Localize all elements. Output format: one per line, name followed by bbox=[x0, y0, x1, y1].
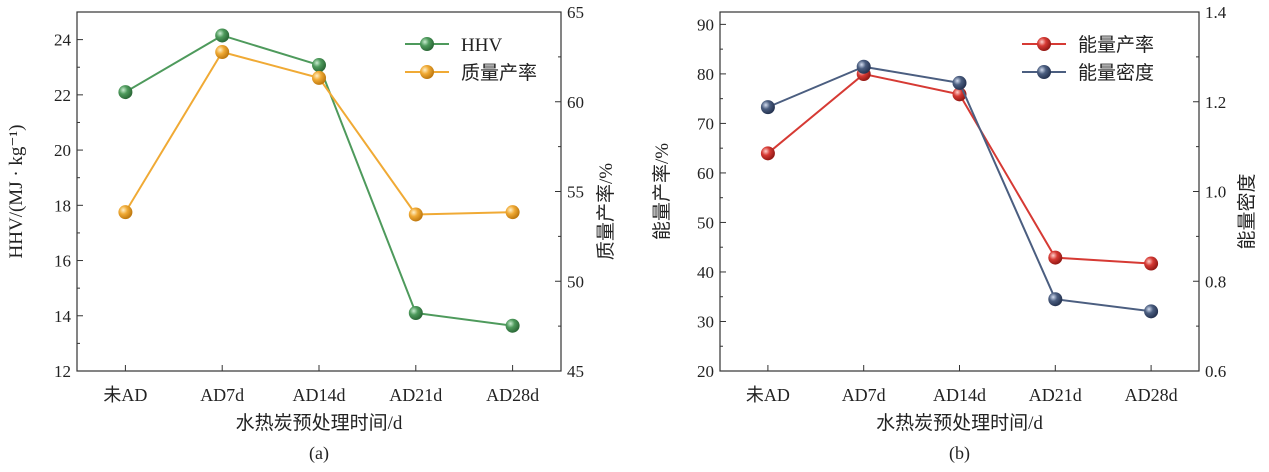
x-tick-label: 未AD bbox=[103, 385, 147, 405]
x-tick-label: AD28d bbox=[486, 385, 539, 405]
data-point bbox=[1144, 304, 1159, 319]
y-tick-label: 12 bbox=[54, 362, 71, 381]
panel-label: (a) bbox=[309, 443, 329, 464]
x-tick-label: AD28d bbox=[1125, 385, 1178, 405]
legend-label: 质量产率 bbox=[461, 62, 537, 84]
x-tick-label: AD14d bbox=[933, 385, 986, 405]
x-axis-label: 水热炭预处理时间/d bbox=[236, 412, 403, 434]
chart-panel-b: 20 30 40 50 60 70 80 90 0.6 0.8 1.0 1.2 1.4 未AD AD7d AD… bbox=[651, 3, 1258, 464]
y-tick-label: 90 bbox=[697, 15, 714, 34]
data-point bbox=[312, 58, 326, 73]
y-axis-label: 能量产率/% bbox=[651, 143, 673, 240]
data-point bbox=[505, 205, 520, 220]
y-tick-label: 18 bbox=[54, 196, 71, 215]
y-right-tick-label: 60 bbox=[567, 93, 584, 112]
data-point bbox=[118, 205, 133, 220]
legend-marker bbox=[420, 37, 434, 51]
series-line-1 bbox=[767, 65, 1152, 313]
data-point bbox=[408, 207, 423, 222]
y-tick-label: 70 bbox=[697, 114, 714, 133]
y-tick-label: 22 bbox=[54, 86, 71, 105]
y-right-tick-label: 55 bbox=[567, 183, 584, 202]
x-tick-label: AD7d bbox=[200, 385, 244, 405]
data-point bbox=[856, 59, 871, 74]
x-tick-label: AD21d bbox=[389, 385, 442, 405]
y-right-tick-label: 1.4 bbox=[1205, 3, 1227, 22]
y-tick-label: 20 bbox=[54, 141, 71, 160]
y-tick-label: 60 bbox=[697, 164, 714, 183]
y-right-tick-label: 1.0 bbox=[1205, 183, 1226, 202]
y-right-tick-label: 0.6 bbox=[1205, 362, 1226, 381]
legend-label: HHV bbox=[461, 35, 502, 56]
y-right-tick-label: 1.2 bbox=[1205, 93, 1226, 112]
panel-label: (b) bbox=[949, 443, 970, 464]
data-point bbox=[215, 45, 230, 60]
y-axis-label: HHV/(MJ · kg⁻¹) bbox=[6, 125, 27, 259]
data-point bbox=[312, 70, 326, 85]
data-point bbox=[952, 75, 967, 90]
y-right-tick-label: 65 bbox=[567, 3, 584, 22]
legend-marker bbox=[1037, 65, 1051, 79]
x-tick-label: AD21d bbox=[1029, 385, 1082, 405]
data-point bbox=[408, 306, 423, 321]
data-point bbox=[1048, 250, 1063, 265]
y-right-axis-label: 能量密度 bbox=[1236, 173, 1258, 249]
y-tick-label: 80 bbox=[697, 65, 714, 84]
data-point bbox=[118, 85, 133, 100]
y-tick-label: 14 bbox=[54, 307, 72, 326]
legend-marker bbox=[1037, 37, 1051, 51]
x-tick-label: AD7d bbox=[842, 385, 886, 405]
y-tick-label: 24 bbox=[54, 31, 72, 50]
y-right-axis-label: 质量产率/% bbox=[595, 163, 617, 260]
legend-label: 能量密度 bbox=[1078, 62, 1154, 84]
data-point bbox=[760, 100, 775, 115]
data-point bbox=[215, 28, 230, 43]
data-point bbox=[505, 318, 520, 333]
y-tick-label: 30 bbox=[697, 312, 714, 331]
legend-label: 能量产率 bbox=[1078, 34, 1154, 56]
y-right-tick-label: 0.8 bbox=[1205, 272, 1226, 291]
x-tick-label: 未AD bbox=[746, 385, 790, 405]
y-tick-label: 50 bbox=[697, 213, 714, 232]
y-tick-label: 20 bbox=[697, 362, 714, 381]
data-point bbox=[1144, 256, 1159, 271]
y-tick-label: 16 bbox=[54, 252, 71, 271]
y-right-tick-label: 45 bbox=[567, 362, 584, 381]
x-axis-label: 水热炭预处理时间/d bbox=[876, 412, 1043, 434]
chart-panel-a: 12 14 16 18 20 22 24 45 50 55 60 65 未AD AD7d AD14d AD21… bbox=[6, 3, 617, 464]
series-line-0 bbox=[767, 72, 1152, 265]
y-tick-label: 40 bbox=[697, 263, 714, 282]
legend-marker bbox=[420, 65, 434, 79]
data-point bbox=[1048, 292, 1063, 307]
x-tick-label: AD14d bbox=[293, 385, 346, 405]
data-point bbox=[760, 146, 775, 161]
y-right-tick-label: 50 bbox=[567, 272, 584, 291]
